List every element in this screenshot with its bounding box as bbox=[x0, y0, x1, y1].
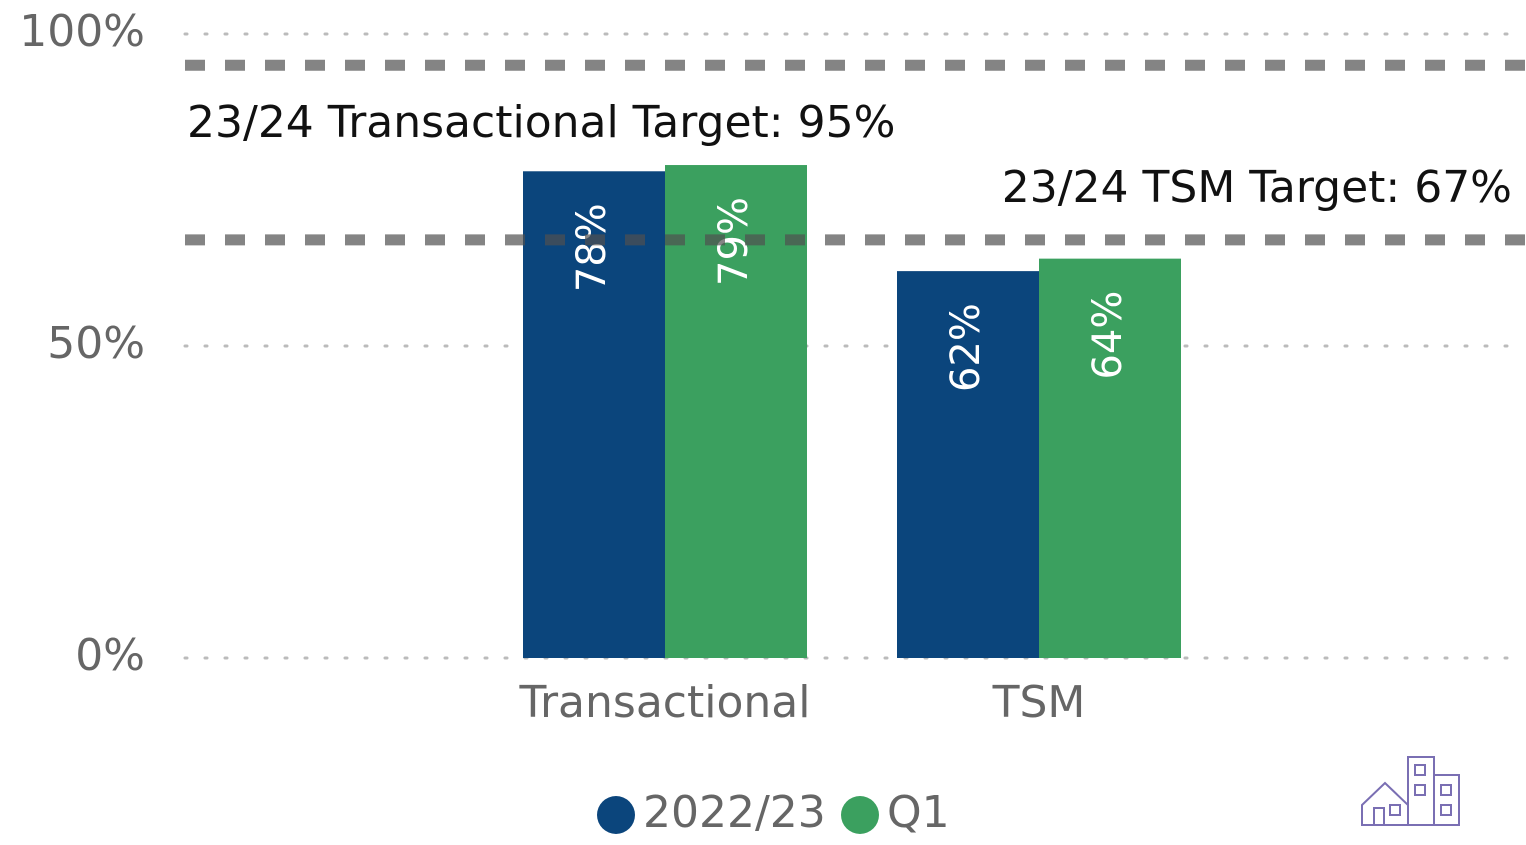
legend-marker bbox=[841, 796, 879, 834]
y-tick-label: 0% bbox=[75, 630, 145, 681]
bar bbox=[665, 165, 807, 659]
data-label: 78% bbox=[569, 203, 615, 292]
y-tick-label: 50% bbox=[47, 318, 145, 369]
reference-label: 23/24 TSM Target: 67% bbox=[1002, 162, 1512, 213]
legend-label: Q1 bbox=[887, 787, 950, 838]
bar bbox=[897, 271, 1039, 658]
bar bbox=[523, 171, 665, 658]
building-icon bbox=[1361, 756, 1460, 826]
data-label: 62% bbox=[943, 303, 989, 392]
x-tick-label: TSM bbox=[992, 677, 1086, 728]
data-label: 64% bbox=[1085, 291, 1131, 380]
legend-marker bbox=[597, 796, 635, 834]
bar bbox=[1039, 258, 1181, 658]
x-tick-label: Transactional bbox=[519, 677, 811, 728]
y-tick-label: 100% bbox=[19, 6, 145, 57]
legend-label: 2022/23 bbox=[643, 787, 826, 838]
reference-label: 23/24 Transactional Target: 95% bbox=[187, 97, 895, 148]
